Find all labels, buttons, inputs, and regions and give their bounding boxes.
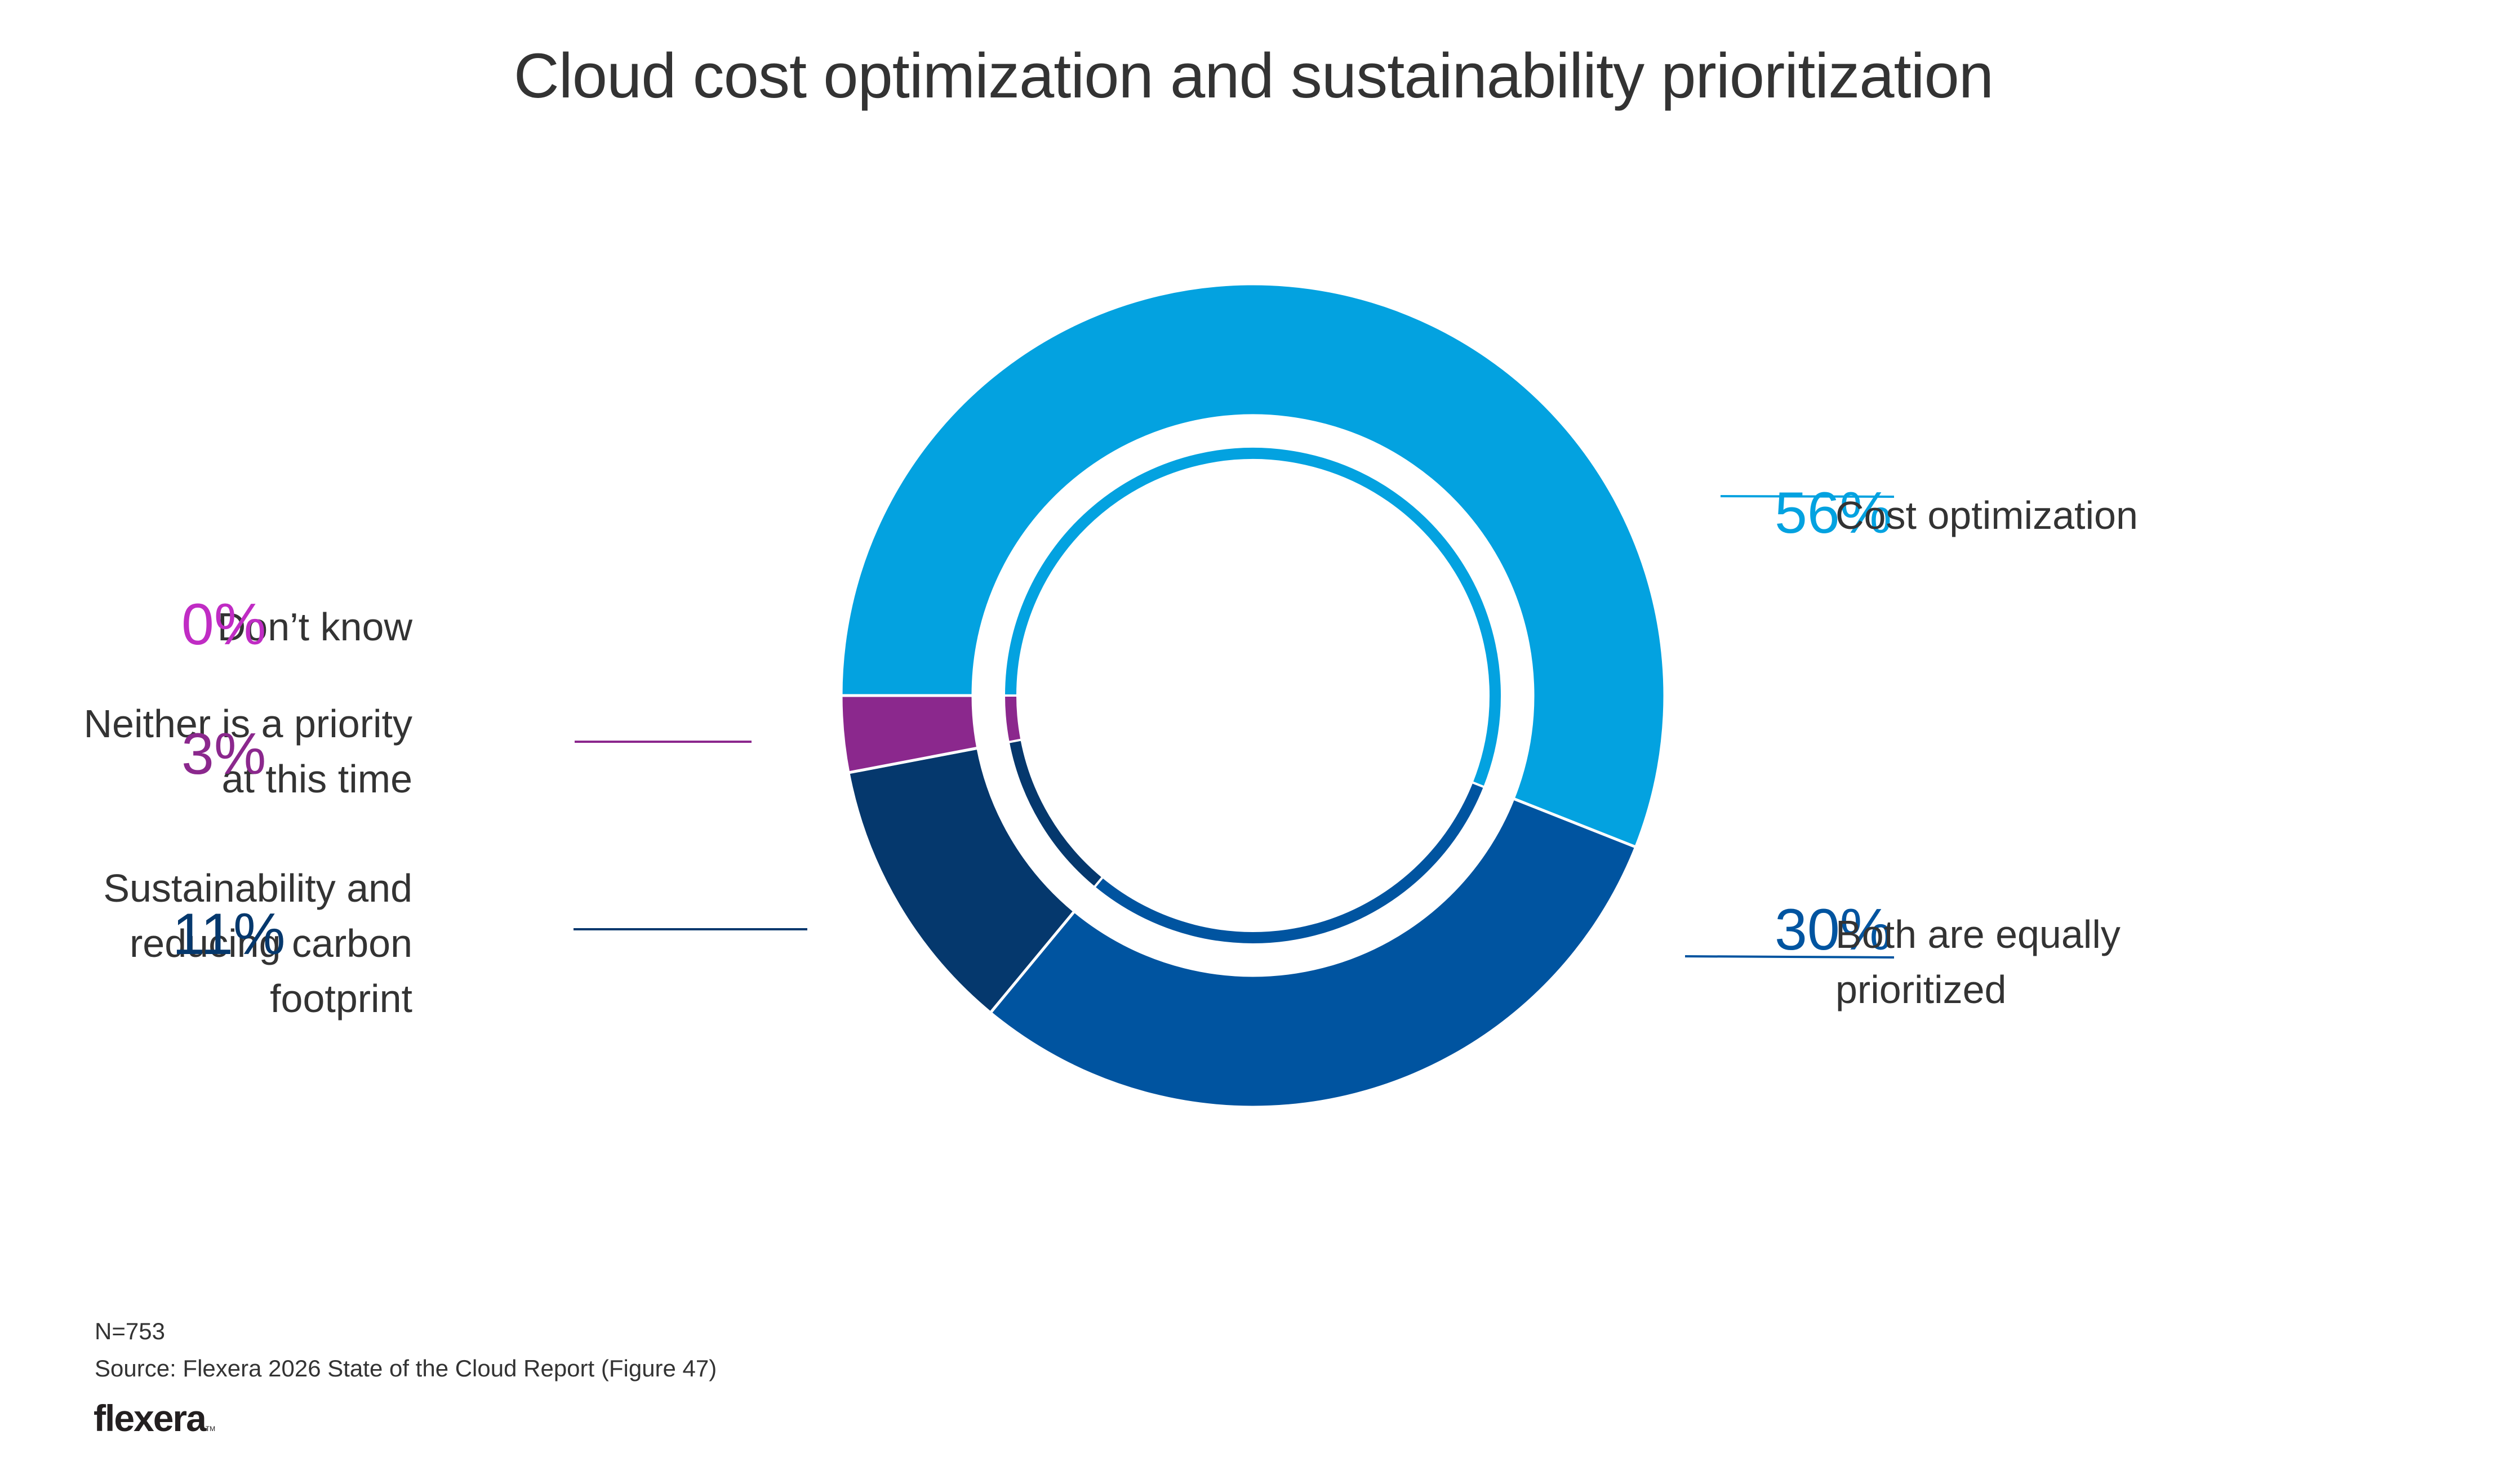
category-label-both-equally: Both are equally prioritized (1835, 907, 2121, 1017)
outer-slice-neither-is-a-priority-at-this-time (839, 694, 980, 774)
outer-ring (839, 282, 1666, 1109)
inner-ring (1002, 445, 1503, 946)
inner-slice-neither-is-a-priority-at-this-time (1002, 694, 1023, 744)
pct-label-dont-know: 0% (181, 592, 266, 657)
label-line: footprint (270, 977, 412, 1020)
inner-slice-cost-optimization (1002, 445, 1503, 789)
pct-label-neither: 3% (181, 721, 266, 787)
label-line: Sustainability and (103, 866, 412, 910)
label-line: reducing carbon (130, 921, 412, 965)
chart-title: Cloud cost optimization and sustainabili… (513, 41, 1994, 111)
flexera-logo: flexeraTM (94, 1397, 215, 1440)
brand-wordmark: flexera (94, 1397, 207, 1439)
label-line: prioritized (1835, 968, 2007, 1011)
pct-label-both-equally: 30% (1775, 897, 1892, 962)
category-label-cost-optimization: Cost optimization (1835, 488, 2138, 543)
outer-slice-both-are-equally-prioritized (988, 796, 1638, 1109)
outer-slice-cost-optimization (839, 282, 1666, 849)
category-label-neither: Neither is a priority at this time (83, 696, 412, 806)
leader-lines (574, 495, 1895, 959)
label-line: Cost optimization (1835, 493, 2138, 537)
sample-size-note: N=753 (95, 1318, 165, 1344)
leader-line-both-equally (1684, 955, 1895, 959)
category-label-sustainability: Sustainability and reducing carbon footp… (103, 861, 412, 1026)
label-line: at this time (221, 757, 412, 801)
source-note: Source: Flexera 2026 State of the Cloud … (95, 1355, 717, 1381)
category-label-dont-know: Don’t know (217, 599, 412, 654)
label-line: Both are equally (1835, 912, 2121, 956)
pct-label-sustainability: 11% (172, 902, 286, 967)
trademark-mark: TM (205, 1425, 216, 1433)
label-line: Neither is a priority (83, 702, 412, 746)
leader-line-cost-optimization (1720, 495, 1895, 498)
pct-label-cost-optimization: 56% (1775, 480, 1892, 546)
label-line: Don’t know (217, 605, 412, 649)
